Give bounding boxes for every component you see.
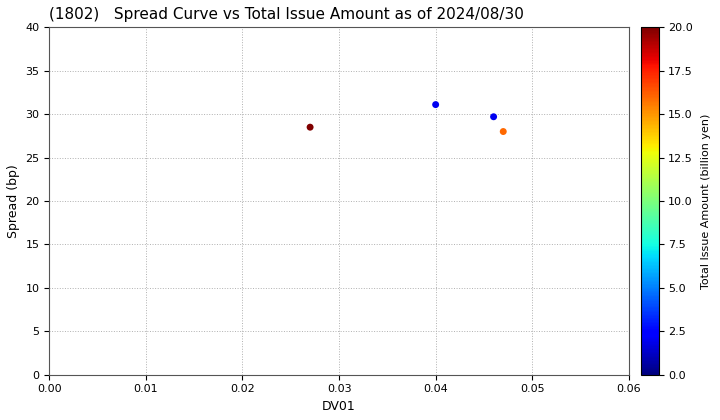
Y-axis label: Spread (bp): Spread (bp) (7, 164, 20, 238)
Y-axis label: Total Issue Amount (billion yen): Total Issue Amount (billion yen) (701, 113, 711, 289)
Text: (1802)   Spread Curve vs Total Issue Amount as of 2024/08/30: (1802) Spread Curve vs Total Issue Amoun… (50, 7, 524, 22)
X-axis label: DV01: DV01 (322, 400, 356, 413)
Point (305, 124, 316, 131)
Point (488, 113, 500, 120)
Point (498, 128, 509, 135)
Point (430, 101, 441, 108)
